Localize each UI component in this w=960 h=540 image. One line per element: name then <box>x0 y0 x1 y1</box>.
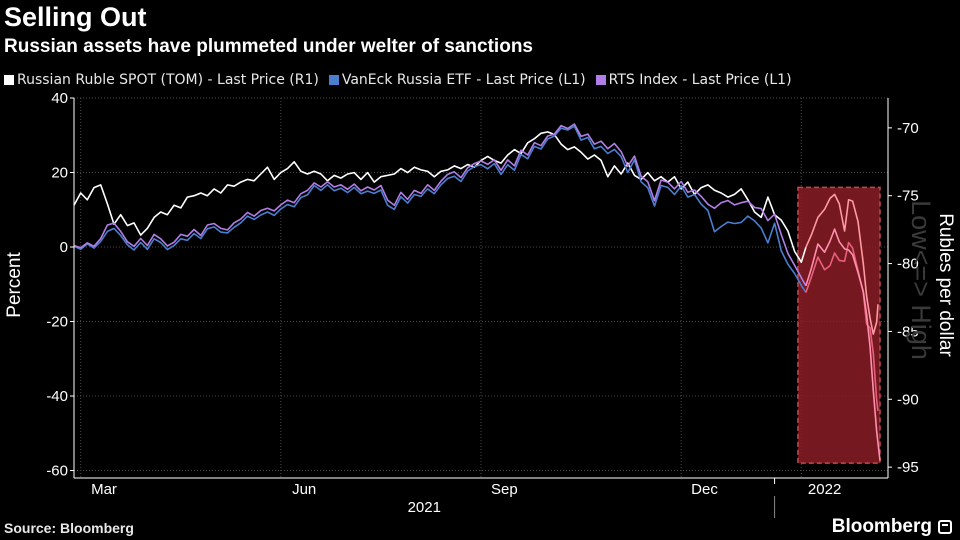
y-left-tick-label: 20 <box>51 165 68 182</box>
chart-subtitle: Russian assets have plummeted under welt… <box>4 36 533 57</box>
x-year-label: 2021 <box>408 499 441 516</box>
legend-swatch-etf <box>328 75 339 85</box>
y-left-tick-label: -20 <box>46 314 68 331</box>
legend-item-rts: RTS Index - Last Price (L1) <box>595 72 792 88</box>
legend-swatch-ruble <box>4 75 14 85</box>
y-right-tick-label: -70 <box>897 120 919 137</box>
series-etf-highlight-line <box>805 241 879 411</box>
series-lines <box>73 123 881 461</box>
y-axis-right-title: Rubles per dollar <box>935 213 956 357</box>
series-rts-highlight-line <box>805 228 881 461</box>
legend-item-ruble: Russian Ruble SPOT (TOM) - Last Price (R… <box>4 72 319 88</box>
source-note: Source: Bloomberg <box>4 520 134 536</box>
y-left-tick-label: 0 <box>60 239 68 256</box>
brand-logo: Bloomberg <box>832 516 952 538</box>
chart-title: Selling Out <box>4 2 147 32</box>
y-right-tick-label: -80 <box>897 256 919 273</box>
legend: Russian Ruble SPOT (TOM) - Last Price (R… <box>4 72 792 88</box>
y-right-tick-label: -95 <box>897 459 919 476</box>
legend-label-ruble: Russian Ruble SPOT (TOM) - Last Price (R… <box>17 72 319 88</box>
x-tick-label: 2022 <box>808 481 841 498</box>
legend-label-rts: RTS Index - Last Price (L1) <box>608 72 792 88</box>
y-right-tick-label: -90 <box>897 391 919 408</box>
series-rts-line <box>73 123 807 287</box>
series-ruble-highlight-line <box>805 193 879 335</box>
legend-swatch-rts <box>595 75 606 85</box>
y-right-tick-label: -85 <box>897 323 919 340</box>
brand-name: Bloomberg <box>831 516 932 537</box>
direction-annotation: Low<=> High <box>906 200 936 360</box>
x-tick-label: Jun <box>292 481 316 498</box>
y-left-tick-label: -60 <box>46 463 68 480</box>
legend-item-etf: VanEck Russia ETF - Last Price (L1) <box>328 72 586 88</box>
y-right-tick-label: -75 <box>897 188 919 205</box>
y-axis-left-title: Percent <box>4 252 25 318</box>
x-tick-label: Mar <box>91 481 117 498</box>
y-left-tick-label: 40 <box>51 90 68 107</box>
x-tick-label: Sep <box>491 481 518 498</box>
grid-lines <box>74 97 888 478</box>
axes: 40 20 0 -20 -40 -60 -70 -75 -80 -85 -90 -95 Mar Jun Se… <box>46 90 919 518</box>
legend-label-etf: VanEck Russia ETF - Last Price (L1) <box>341 72 586 88</box>
bloomberg-terminal-icon <box>938 520 952 534</box>
series-ruble-line <box>73 131 807 263</box>
y-left-tick-label: -40 <box>46 388 68 405</box>
x-tick-label: Dec <box>691 481 718 498</box>
series-etf-line <box>73 125 807 293</box>
